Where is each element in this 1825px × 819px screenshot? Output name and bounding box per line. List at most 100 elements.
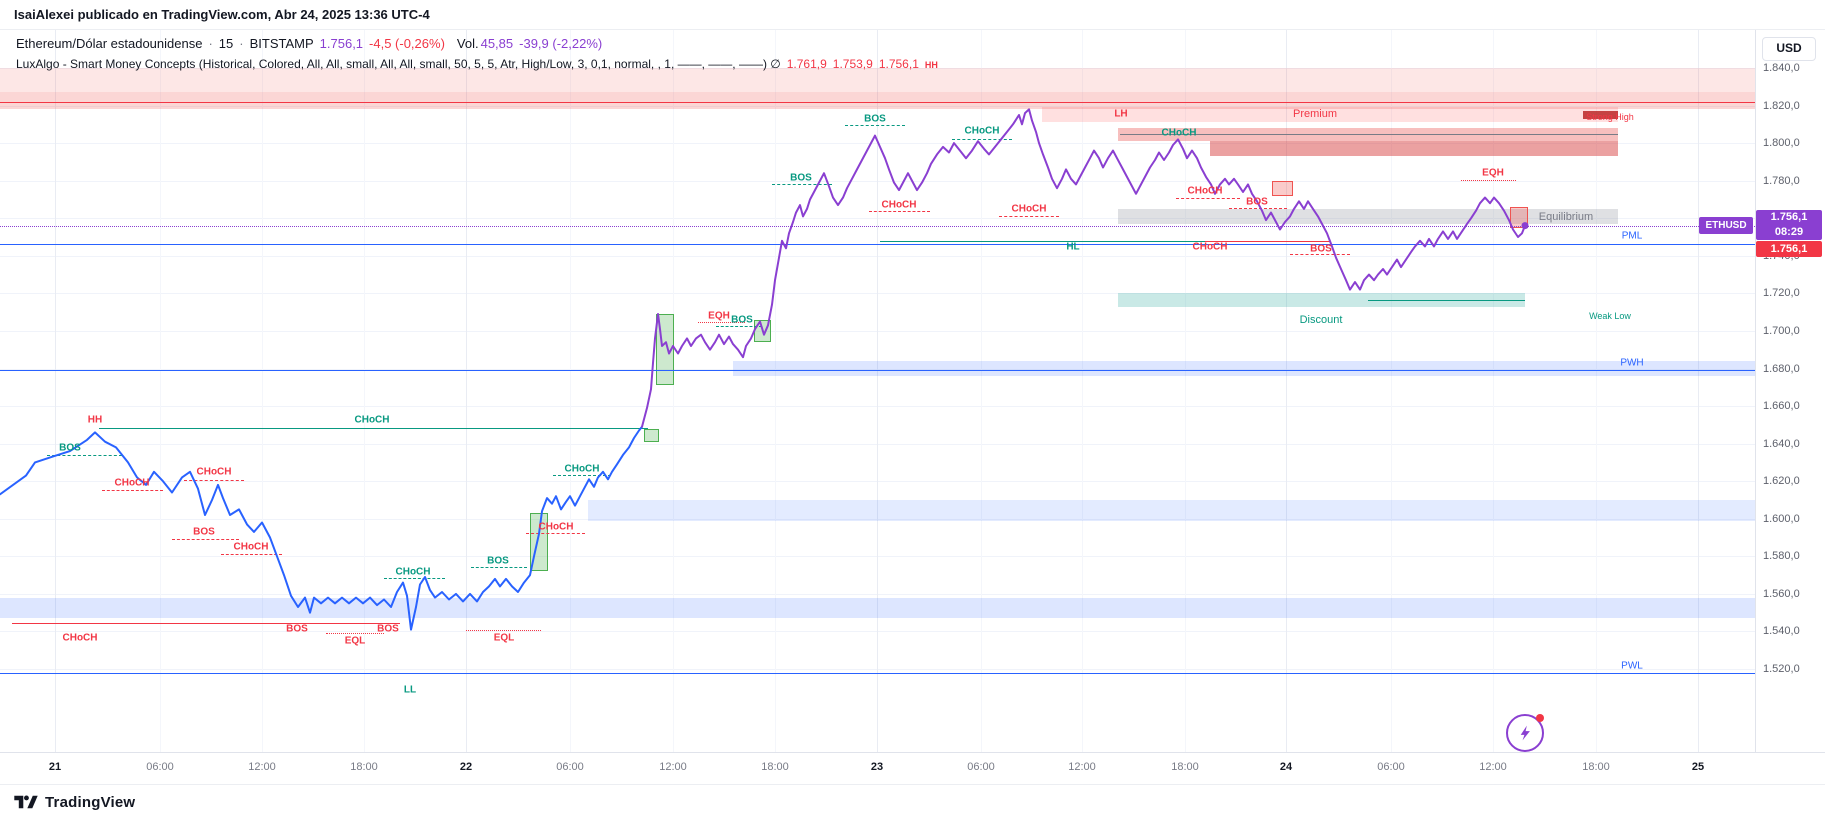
- lightning-bolt-icon: [1520, 725, 1530, 741]
- smc-label-eql: EQL: [493, 632, 515, 644]
- smc-label-strong-high: Strong High: [1586, 112, 1634, 122]
- smc-label-hl: HL: [1066, 241, 1080, 253]
- v-gridline: [364, 30, 365, 752]
- price-axis[interactable]: 1.840,01.820,01.800,01.780,01.760,01.740…: [1755, 30, 1825, 752]
- smc-label-bos: BOS: [1246, 196, 1268, 208]
- time-axis-label: 06:00: [1377, 761, 1405, 773]
- supply-order-block: [1272, 180, 1293, 196]
- smc-label-bos: BOS: [864, 113, 886, 125]
- smc-label-equilibrium: Equilibrium: [1538, 211, 1594, 223]
- volume-value: 45,85: [480, 36, 514, 51]
- smc-label-bos: BOS: [790, 172, 812, 184]
- smc-label-bos: BOS: [487, 555, 509, 567]
- demand-order-block: [644, 428, 659, 442]
- smc-label-bos: BOS: [731, 314, 753, 326]
- time-axis-label: 22: [459, 761, 473, 773]
- structure-line: [466, 630, 541, 631]
- symbol-legend[interactable]: Ethereum/Dólar estadounidense · 15 · BIT…: [16, 36, 602, 51]
- legend-separator: ·: [208, 36, 213, 51]
- structure-line: [0, 673, 1755, 674]
- price-axis-label: 1.700,0: [1763, 324, 1800, 337]
- structure-line: [772, 184, 832, 185]
- v-gridline: [1596, 30, 1597, 752]
- structure-line: [172, 539, 239, 540]
- structure-line: [102, 490, 163, 491]
- smc-label-bos: BOS: [1310, 243, 1332, 255]
- demand-order-block: [754, 319, 771, 343]
- smc-label-choch: CHoCH: [1161, 127, 1197, 139]
- indicator-price-value: 1.756,1: [1770, 243, 1808, 255]
- time-axis-label: 12:00: [248, 761, 276, 773]
- price-axis-label: 1.620,0: [1763, 475, 1800, 488]
- price-axis-label: 1.640,0: [1763, 437, 1800, 450]
- time-axis-label: 18:00: [1171, 761, 1199, 773]
- structure-line: [716, 326, 762, 327]
- structure-line: [0, 226, 1755, 227]
- current-price-value: 1.756,1: [1770, 211, 1808, 223]
- bar-countdown: 08:29: [1774, 226, 1804, 238]
- notification-dot: [1536, 714, 1544, 722]
- price-axis-label: 1.540,0: [1763, 625, 1800, 638]
- smc-zone-mid-level-band: [588, 499, 1755, 521]
- structure-line: [47, 455, 122, 456]
- price-axis-label: 1.660,0: [1763, 400, 1800, 413]
- smc-label-choch: CHoCH: [964, 125, 1000, 137]
- indicator-legend[interactable]: LuxAlgo - Smart Money Concepts (Historic…: [16, 57, 938, 71]
- structure-line: [0, 102, 1755, 103]
- structure-line: [880, 241, 1205, 242]
- price-axis-label: 1.720,0: [1763, 287, 1800, 300]
- currency-label: USD: [1776, 41, 1802, 55]
- v-gridline: [466, 30, 467, 752]
- price-axis-label: 1.560,0: [1763, 587, 1800, 600]
- structure-line: [869, 211, 930, 212]
- symbol-title: Ethereum/Dólar estadounidense: [16, 36, 203, 51]
- indicator-value: 1.753,9: [832, 57, 873, 71]
- price-axis-label: 1.780,0: [1763, 174, 1800, 187]
- time-axis-label: 06:00: [146, 761, 174, 773]
- smc-zone-strong-high-band: [0, 92, 1755, 110]
- structure-line: [1176, 198, 1240, 199]
- time-axis-label: 21: [48, 761, 62, 773]
- smc-label-choch: CHoCH: [1187, 185, 1223, 197]
- interval-label: 15: [218, 36, 234, 51]
- v-gridline: [570, 30, 571, 752]
- smc-label-eqh: EQH: [708, 310, 730, 322]
- time-axis-label: 23: [870, 761, 884, 773]
- price-axis-label: 1.840,0: [1763, 62, 1800, 74]
- time-axis[interactable]: 21 06:00 12:00 18:00 22 06:00 12:00 18:00 23 06:0…: [0, 752, 1825, 785]
- time-axis-label: 12:00: [1068, 761, 1096, 773]
- smc-label-eql: EQL: [344, 635, 366, 647]
- price-change: -4,5 (-0,26%): [369, 36, 445, 51]
- smc-label-choch: CHoCH: [881, 199, 917, 211]
- v-gridline: [55, 30, 56, 752]
- smc-zone-supply-band-lower: [1210, 141, 1618, 157]
- time-axis-label: 24: [1279, 761, 1293, 773]
- smc-label-bos: BOS: [286, 623, 308, 635]
- time-axis-label: 06:00: [967, 761, 995, 773]
- smc-label-lh: LH: [1114, 108, 1128, 120]
- smc-label-bos: BOS: [377, 623, 399, 635]
- smc-label-choch: CHoCH: [62, 632, 98, 644]
- smc-zone-low-level-band: [0, 597, 1755, 619]
- smc-label-discount: Discount: [1299, 314, 1343, 326]
- smc-zone-premium-top-band: [0, 68, 1755, 93]
- smc-label-choch: CHoCH: [354, 414, 390, 426]
- smc-label-choch: CHoCH: [1011, 203, 1047, 215]
- symbol-flag-text: ETHUSD: [1705, 220, 1747, 231]
- currency-toggle-button[interactable]: USD: [1762, 37, 1816, 61]
- luxalgo-watermark-icon[interactable]: [1506, 714, 1544, 752]
- structure-line: [1461, 180, 1516, 181]
- tradingview-logo-icon[interactable]: [14, 793, 38, 811]
- time-axis-label: 18:00: [350, 761, 378, 773]
- legend-separator: ·: [239, 36, 244, 51]
- smc-label-pwl: PWL: [1621, 660, 1643, 672]
- structure-line: [845, 125, 905, 126]
- structure-line: [553, 475, 611, 476]
- price-axis-label: 1.600,0: [1763, 512, 1800, 525]
- smc-label-eqh: EQH: [1482, 167, 1504, 179]
- indicator-price-badge: 1.756,1: [1756, 241, 1822, 257]
- indicator-structure-tag: HH: [924, 60, 938, 70]
- price-axis-label: 1.820,0: [1763, 99, 1800, 112]
- tradingview-brand[interactable]: TradingView: [45, 793, 136, 811]
